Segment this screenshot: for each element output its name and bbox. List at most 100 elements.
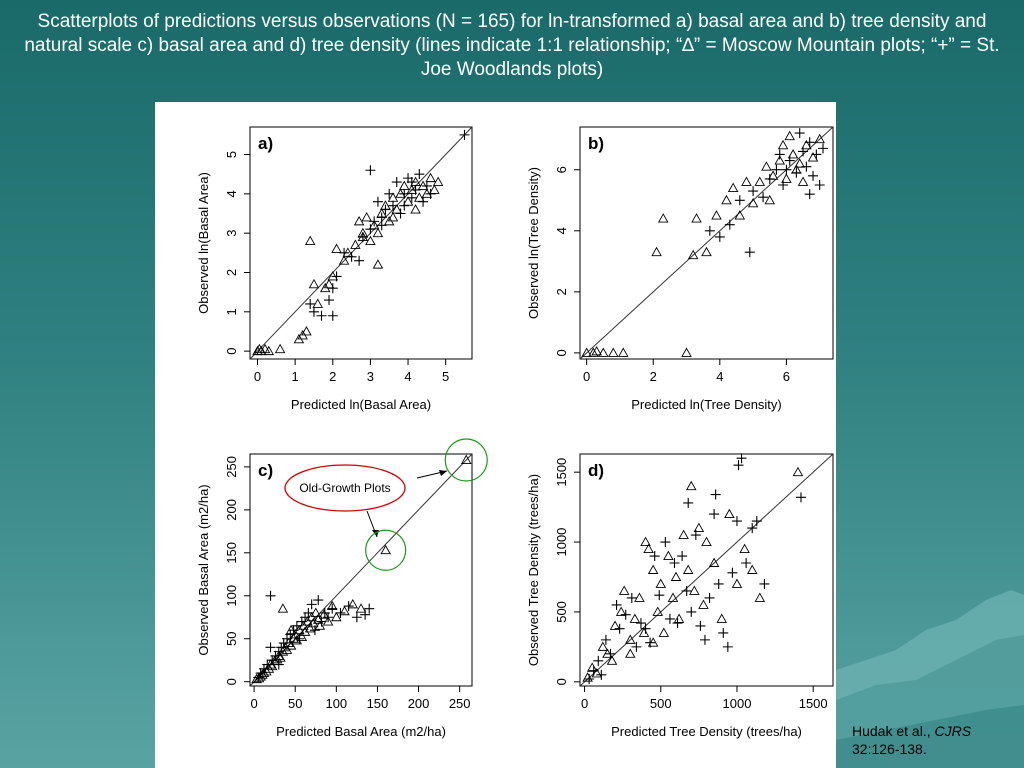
plus-point — [273, 646, 284, 657]
triangle-point — [651, 246, 662, 257]
plus-point — [626, 592, 637, 603]
plus-point — [327, 283, 338, 294]
y-tick-label: 3 — [224, 230, 239, 237]
triangle-point — [402, 196, 414, 206]
triangle-point — [353, 215, 365, 226]
plus-point — [722, 641, 733, 652]
x-tick-label: 4 — [404, 369, 411, 384]
plus-point — [584, 674, 595, 685]
triangle-point — [640, 536, 651, 546]
triangle-point — [794, 158, 805, 168]
plus-point — [704, 225, 715, 236]
plus-point — [605, 648, 616, 659]
triangle-point — [734, 210, 746, 220]
panel-4: 0 500 1000 1500 0 500 1000 1500 Predicted Tree D… — [526, 453, 834, 739]
triangle-point — [731, 578, 743, 588]
triangle-point — [625, 634, 636, 644]
triangle-point — [588, 347, 599, 357]
triangle-point — [365, 235, 376, 245]
triangle-point — [747, 197, 759, 208]
triangle-point — [425, 172, 436, 183]
triangle-point — [691, 213, 702, 223]
plus-point — [804, 137, 815, 148]
plus-point — [593, 655, 604, 666]
plus-point — [309, 625, 320, 636]
plus-point — [262, 659, 273, 670]
plus-point — [781, 164, 792, 175]
x-tick-label: 1500 — [799, 696, 828, 711]
highlight-circle-top — [444, 438, 488, 482]
panel-label: b) — [588, 134, 604, 153]
triangle-point — [615, 606, 627, 616]
triangle-point — [304, 623, 316, 633]
x-tick-label: 6 — [783, 369, 790, 384]
triangle-point — [460, 454, 472, 464]
plus-point — [677, 551, 688, 562]
triangle-point — [754, 176, 766, 186]
triangle-point — [667, 592, 679, 602]
plus-point — [331, 271, 342, 282]
triangle-point — [618, 347, 629, 357]
triangle-point — [685, 480, 697, 491]
plus-point — [791, 167, 802, 178]
plus-point — [395, 208, 406, 219]
triangle-point — [634, 592, 645, 602]
triangle-point — [274, 343, 286, 354]
triangle-point — [787, 149, 799, 159]
triangle-point — [708, 557, 720, 567]
plus-point — [804, 189, 815, 200]
plus-point — [273, 659, 284, 670]
plus-point — [681, 585, 692, 596]
y-tick-label: 0 — [224, 348, 239, 355]
plus-point — [631, 641, 642, 652]
plus-point — [380, 204, 391, 215]
y-tick-label: 4 — [554, 227, 569, 234]
plus-point — [798, 146, 809, 157]
plus-point — [794, 128, 805, 139]
triangle-point — [643, 543, 654, 553]
x-tick-label: 0 — [250, 696, 257, 711]
plus-point — [741, 558, 752, 569]
triangle-point — [257, 669, 268, 679]
x-tick-label: 100 — [325, 696, 347, 711]
plus-point — [327, 603, 338, 614]
y-tick-label: 1 — [224, 308, 239, 315]
plot-frame — [579, 453, 834, 687]
y-axis-label: Observed Basal Area (m2/ha) — [196, 484, 211, 655]
triangle-point — [372, 227, 384, 238]
triangle-point — [784, 130, 795, 141]
triangle-point — [263, 345, 275, 356]
y-tick-label: 500 — [554, 601, 569, 623]
plus-point — [357, 232, 368, 243]
triangle-point — [681, 347, 692, 357]
triangle-point — [266, 660, 278, 671]
plus-point — [384, 188, 395, 199]
triangle-point — [807, 152, 819, 162]
triangle-point — [285, 640, 297, 650]
panel-1: 0 1 2 3 4 5 0 1 2 3 4 5 Predicted ln(Basal Area) Obse… — [196, 126, 473, 412]
triangle-point — [657, 213, 669, 223]
triangle-point — [629, 613, 641, 623]
triangle-point — [380, 544, 391, 555]
y-tick-label: 2 — [224, 269, 239, 276]
plus-point — [733, 460, 744, 471]
plus-point — [764, 173, 775, 184]
plus-point — [351, 612, 362, 623]
triangle-point — [429, 184, 440, 194]
plus-point — [376, 220, 387, 231]
y-axis-label: Observed Tree Density (trees/ha) — [526, 474, 541, 666]
triangle-point — [739, 543, 750, 553]
y-tick-label: 200 — [224, 499, 239, 521]
triangle-point — [761, 161, 772, 171]
annotation-arrowhead-top — [439, 470, 447, 476]
x-tick-label: 4 — [716, 369, 723, 384]
plus-point — [253, 672, 264, 683]
triangle-point — [350, 239, 361, 249]
plus-point — [418, 196, 429, 207]
plus-point — [339, 247, 350, 258]
triangle-point — [716, 613, 728, 623]
triangle-point — [312, 614, 324, 624]
x-axis-label: Predicted Tree Density (trees/ha) — [611, 724, 802, 739]
y-axis-label: Observed ln(Basal Area) — [196, 172, 211, 314]
